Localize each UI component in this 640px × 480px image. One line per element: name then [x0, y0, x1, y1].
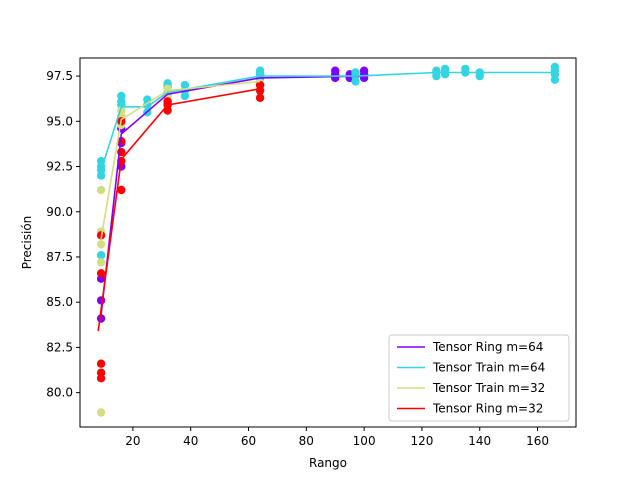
- data-point: [96, 240, 106, 249]
- data-point: [96, 269, 106, 278]
- data-point: [461, 64, 470, 74]
- x-tick-label: 160: [526, 434, 549, 448]
- plot-frame: [79, 57, 577, 428]
- y-axis-label: Precisión: [20, 216, 34, 270]
- data-point: [96, 368, 106, 377]
- axes-layer: 20 40 60 80 100 120 140 160 80.0 82.5 85.0 87.5 90.0…: [46, 69, 549, 448]
- data-point: [180, 80, 190, 90]
- data-point: [163, 97, 172, 106]
- series-layer: [96, 62, 560, 417]
- x-axis-label: Rango: [309, 456, 347, 470]
- y-tick-label: 95.0: [46, 114, 73, 128]
- legend-label: Tensor Train m=64: [432, 361, 545, 375]
- legend: Tensor Ring m=64 Tensor Train m=64 Tensor …: [388, 334, 570, 422]
- x-tick-label: 20: [125, 434, 140, 448]
- y-tick-label: 82.5: [46, 340, 73, 354]
- legend-label: Tensor Ring m=32: [432, 402, 543, 416]
- data-point: [96, 185, 106, 195]
- y-tick-label: 87.5: [46, 250, 73, 264]
- data-point: [351, 68, 360, 77]
- data-point: [440, 64, 450, 74]
- data-point: [255, 93, 265, 103]
- data-point: [96, 359, 106, 368]
- data-point: [550, 62, 560, 72]
- data-point: [255, 80, 265, 90]
- data-point: [96, 258, 106, 267]
- x-tick-label: 60: [241, 434, 256, 448]
- data-point: [117, 91, 126, 101]
- data-point: [96, 251, 106, 260]
- data-point: [359, 66, 369, 75]
- legend-label: Tensor Ring m=64: [432, 340, 543, 354]
- y-tick-label: 97.5: [46, 69, 73, 83]
- data-point: [331, 66, 340, 75]
- data-point: [96, 296, 106, 305]
- data-point: [255, 66, 265, 75]
- series-line-1: [100, 75, 365, 315]
- data-point: [117, 185, 126, 195]
- x-tick-label: 120: [410, 434, 433, 448]
- y-tick-label: 90.0: [46, 205, 73, 219]
- x-tick-label: 100: [353, 434, 376, 448]
- x-tick-label: 140: [468, 434, 491, 448]
- data-point: [432, 66, 441, 75]
- x-tick-label: 40: [183, 434, 198, 448]
- legend-label: Tensor Train m=32: [432, 381, 545, 395]
- data-point: [96, 314, 106, 323]
- y-tick-label: 92.5: [46, 160, 73, 174]
- y-tick-label: 80.0: [46, 386, 73, 400]
- series-line-2: [100, 71, 555, 171]
- y-tick-label: 85.0: [46, 295, 73, 309]
- series-line-4: [97, 88, 261, 332]
- data-point: [96, 408, 106, 417]
- legend-box: [388, 334, 570, 422]
- x-tick-label: 80: [299, 434, 314, 448]
- series-line-3: [100, 80, 261, 240]
